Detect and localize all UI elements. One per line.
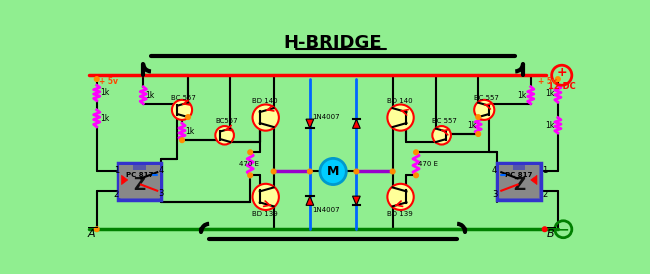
- FancyBboxPatch shape: [119, 165, 159, 198]
- Circle shape: [542, 227, 547, 232]
- FancyBboxPatch shape: [118, 163, 161, 200]
- Circle shape: [307, 169, 312, 174]
- Text: 1k: 1k: [146, 91, 155, 100]
- Circle shape: [432, 126, 451, 144]
- Circle shape: [354, 169, 359, 174]
- Text: 1k: 1k: [467, 121, 476, 130]
- Circle shape: [172, 100, 192, 120]
- Circle shape: [476, 132, 480, 136]
- Text: 1k: 1k: [101, 114, 110, 123]
- Circle shape: [474, 100, 495, 120]
- Text: BC 557: BC 557: [474, 95, 499, 101]
- Text: 1k: 1k: [185, 127, 194, 136]
- Text: Z: Z: [133, 176, 146, 194]
- FancyBboxPatch shape: [499, 165, 540, 198]
- Circle shape: [476, 115, 480, 119]
- Polygon shape: [531, 175, 537, 185]
- Circle shape: [253, 104, 279, 131]
- Text: $\overline{B}$: $\overline{B}$: [546, 226, 556, 240]
- Circle shape: [387, 104, 414, 131]
- Text: PC 817: PC 817: [125, 172, 153, 178]
- Text: BC 557: BC 557: [432, 118, 457, 124]
- Text: BD 139: BD 139: [387, 211, 412, 217]
- Text: 1N4007: 1N4007: [312, 114, 340, 120]
- Circle shape: [179, 138, 185, 142]
- Text: $\overline{A}$: $\overline{A}$: [88, 226, 97, 240]
- Text: + 5v: + 5v: [538, 77, 556, 86]
- Circle shape: [186, 115, 190, 119]
- Polygon shape: [352, 119, 360, 128]
- Text: BD 140: BD 140: [252, 98, 278, 104]
- Circle shape: [253, 184, 279, 210]
- Circle shape: [215, 126, 234, 144]
- Circle shape: [556, 77, 560, 81]
- Text: 2: 2: [542, 190, 547, 199]
- Text: 470 E: 470 E: [419, 161, 438, 167]
- Text: +: +: [556, 66, 567, 79]
- Text: 3: 3: [159, 189, 164, 198]
- Circle shape: [271, 169, 276, 174]
- Text: 4: 4: [159, 166, 164, 175]
- Text: 1k: 1k: [517, 91, 527, 100]
- Text: 1: 1: [114, 166, 119, 175]
- FancyBboxPatch shape: [497, 163, 541, 200]
- Circle shape: [94, 77, 99, 81]
- Text: BC557: BC557: [215, 118, 238, 124]
- Circle shape: [413, 150, 419, 155]
- Circle shape: [413, 173, 419, 178]
- Text: 1N4007: 1N4007: [312, 207, 340, 213]
- Text: M: M: [327, 165, 339, 178]
- Text: 470 E: 470 E: [239, 161, 259, 167]
- Text: 3: 3: [492, 190, 497, 199]
- Text: Z: Z: [513, 176, 525, 194]
- Text: 12 DC: 12 DC: [548, 82, 576, 91]
- Text: H-BRIDGE: H-BRIDGE: [284, 34, 382, 52]
- Polygon shape: [306, 119, 314, 128]
- Text: −: −: [558, 222, 569, 236]
- FancyBboxPatch shape: [133, 165, 146, 170]
- FancyBboxPatch shape: [513, 165, 525, 170]
- Circle shape: [320, 158, 346, 185]
- Text: 1k: 1k: [545, 89, 554, 98]
- Text: 4: 4: [492, 166, 497, 175]
- Text: BD 139: BD 139: [252, 211, 278, 217]
- Text: BC 557: BC 557: [171, 95, 196, 101]
- Polygon shape: [306, 196, 314, 205]
- Text: + 5v: + 5v: [99, 77, 118, 86]
- Text: PC 817: PC 817: [506, 172, 533, 178]
- Circle shape: [94, 227, 99, 232]
- Text: 1k: 1k: [101, 89, 110, 98]
- Circle shape: [390, 169, 395, 174]
- Text: 2: 2: [114, 190, 119, 199]
- Circle shape: [248, 150, 252, 155]
- Circle shape: [248, 173, 252, 178]
- Text: BD 140: BD 140: [387, 98, 412, 104]
- Polygon shape: [122, 175, 128, 185]
- Circle shape: [387, 184, 414, 210]
- Text: 1: 1: [542, 166, 547, 175]
- Text: 1k: 1k: [545, 121, 554, 130]
- Polygon shape: [352, 196, 360, 205]
